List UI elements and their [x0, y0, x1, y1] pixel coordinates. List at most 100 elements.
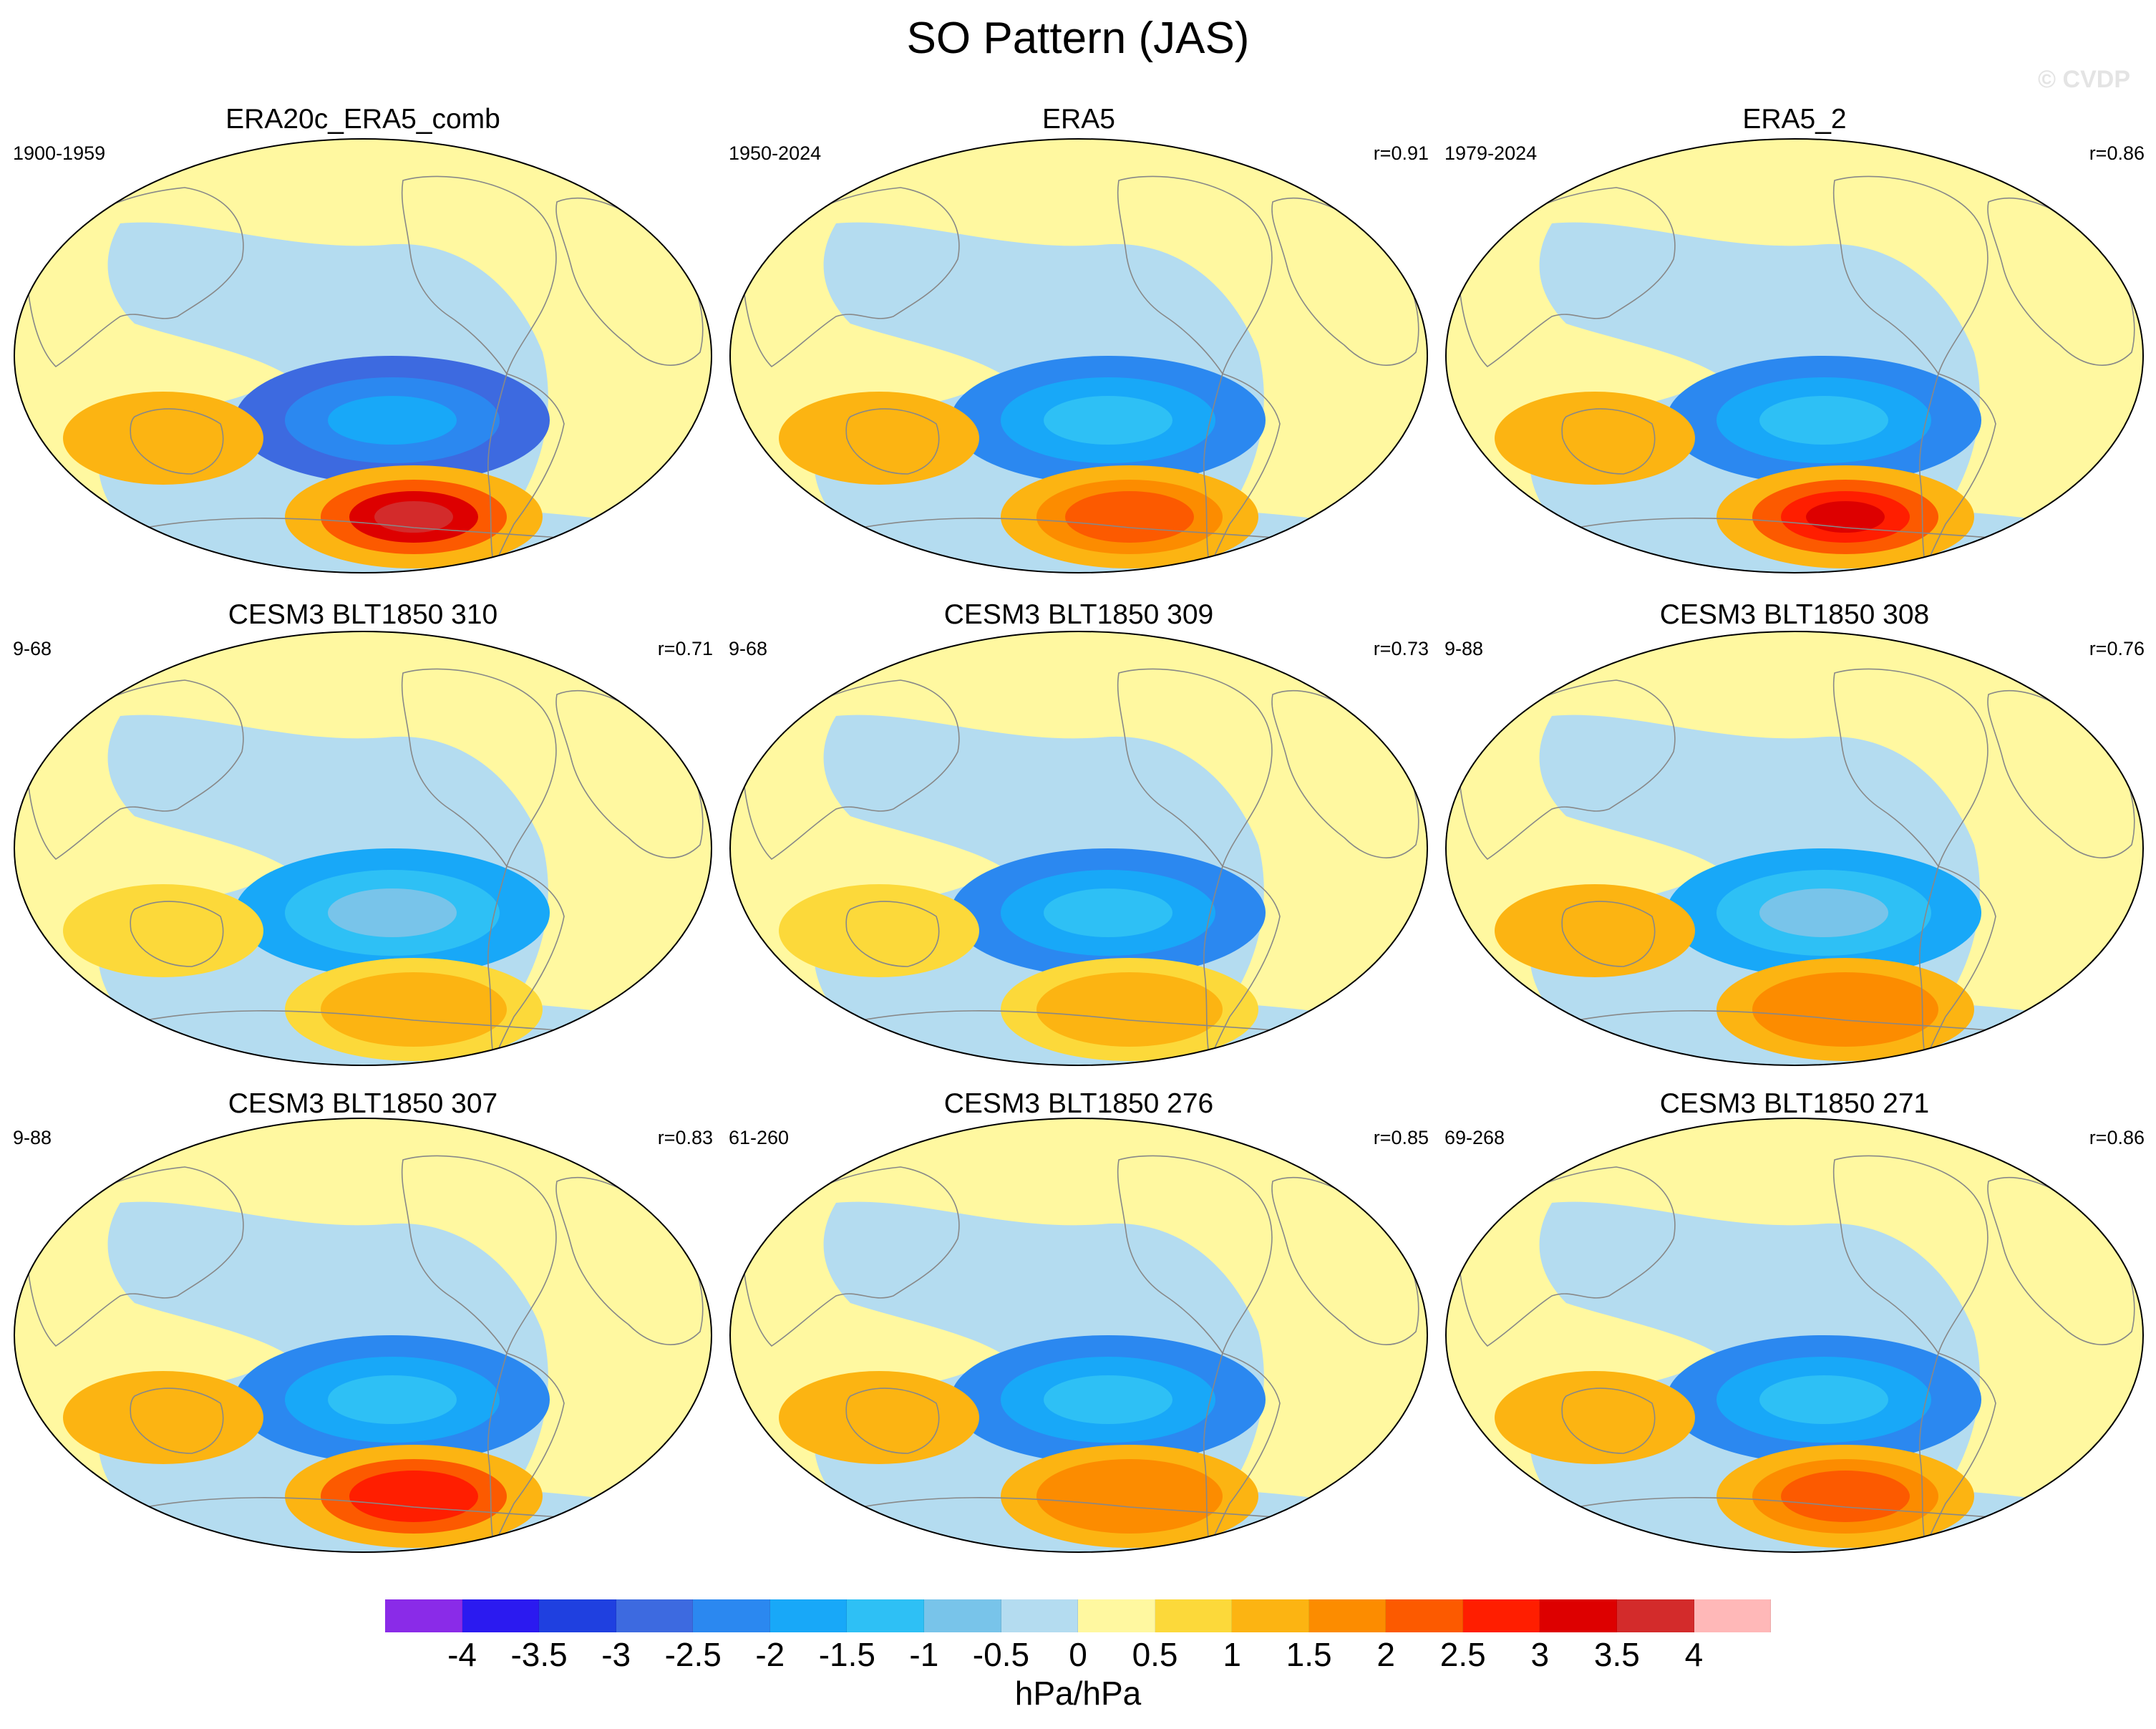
colorbar-tick-label: -0.5	[972, 1636, 1030, 1673]
colorbar-units: hPa/hPa	[1014, 1675, 1142, 1712]
colorbar-tick-label: -3.5	[510, 1636, 568, 1673]
panel-correlation: r=0.85	[1373, 1127, 1429, 1148]
negative-anomaly-contour	[328, 396, 457, 445]
map-border	[14, 138, 712, 573]
coastline	[742, 1166, 960, 1347]
positive-anomaly-contour	[1036, 1459, 1223, 1534]
coastline	[487, 865, 565, 1062]
colorbar-tick-label: -1.5	[818, 1636, 875, 1673]
colorbar-swatch	[616, 1599, 694, 1632]
panel-years: 61-260	[729, 1127, 790, 1148]
colorbar-swatch	[539, 1599, 616, 1632]
positive-anomaly-contour	[779, 392, 979, 485]
colorbar-swatch	[1617, 1599, 1694, 1632]
panel-correlation: r=0.91	[1373, 142, 1429, 164]
panel-correlation: r=0.86	[2089, 142, 2145, 164]
colorbar-swatch	[1308, 1599, 1387, 1632]
colorbar-tick-label: 3	[1530, 1636, 1550, 1673]
coastline	[1832, 175, 1989, 375]
colorbar-tick-label: -2	[755, 1636, 785, 1673]
coastline	[742, 187, 960, 368]
panel-title: ERA20c_ERA5_comb	[225, 104, 500, 135]
coastline	[1203, 1352, 1281, 1549]
negative-anomaly-contour	[1759, 396, 1888, 445]
positive-anomaly-contour	[1781, 1471, 1910, 1522]
panel-title: CESM3 BLT1850 307	[228, 1088, 498, 1119]
coastline	[845, 408, 940, 475]
coastline	[130, 1387, 224, 1454]
coastline	[1458, 187, 1676, 368]
positive-anomaly-contour	[1065, 491, 1194, 543]
panel-correlation: r=0.71	[657, 638, 713, 659]
coastline	[1117, 175, 1273, 375]
panel-years: 1979-2024	[1444, 142, 1538, 164]
colorbar-swatch	[1155, 1599, 1233, 1632]
colorbar-tick-label: 4	[1684, 1636, 1704, 1673]
panel-correlation: r=0.86	[2089, 1127, 2145, 1148]
so-pattern-map	[729, 1118, 1428, 1553]
colorbar-swatch	[1232, 1599, 1309, 1632]
negative-anomaly-contour	[1044, 888, 1172, 937]
panel-years: 9-68	[13, 638, 52, 659]
map-border	[1445, 138, 2144, 573]
map-border	[14, 1118, 712, 1553]
coastline	[1458, 1166, 1676, 1347]
coastline	[1117, 1155, 1273, 1355]
negative-anomaly-contour	[1044, 396, 1172, 445]
panel-correlation: r=0.76	[2089, 638, 2145, 659]
map-border	[729, 1118, 1428, 1553]
map-border	[1445, 1118, 2144, 1553]
coastline	[1918, 372, 1996, 569]
so-pattern-map	[1445, 631, 2144, 1066]
panel-years: 1950-2024	[729, 142, 822, 164]
coastline	[26, 679, 244, 861]
map-border	[1445, 631, 2144, 1066]
so-pattern-map	[14, 138, 712, 573]
panel-correlation: r=0.73	[1373, 638, 1429, 659]
positive-anomaly-contour	[1036, 972, 1223, 1047]
colorbar-tick-label: -2.5	[664, 1636, 722, 1673]
so-pattern-map	[729, 138, 1428, 573]
coastline	[1117, 668, 1273, 868]
panel-title: CESM3 BLT1850 308	[1659, 599, 1930, 630]
colorbar-swatch	[385, 1599, 462, 1632]
panel-title: CESM3 BLT1850 276	[943, 1088, 1214, 1119]
positive-anomaly-contour	[1495, 1371, 1695, 1464]
negative-anomaly-contour	[1044, 1375, 1172, 1424]
positive-anomaly-contour	[779, 884, 979, 977]
coastline	[26, 187, 244, 368]
so-pattern-map	[729, 631, 1428, 1066]
coastline	[1918, 865, 1996, 1062]
coastline	[487, 1352, 565, 1549]
positive-anomaly-contour	[1495, 884, 1695, 977]
colorbar-tick-label: -1	[909, 1636, 939, 1673]
positive-anomaly-contour	[349, 1471, 478, 1522]
colorbar-tick-label: 2	[1376, 1636, 1396, 1673]
cvdp-watermark: © CVDP	[2038, 66, 2130, 93]
colorbar-swatch	[1386, 1599, 1463, 1632]
coastline	[401, 175, 557, 375]
colorbar-swatch	[1462, 1599, 1540, 1632]
colorbar-tick-label: 1.5	[1286, 1636, 1332, 1673]
colorbar-swatch	[1540, 1599, 1617, 1632]
coastline	[1561, 408, 1656, 475]
panel-title: CESM3 BLT1850 271	[1659, 1088, 1930, 1119]
panel-title: ERA5	[1042, 104, 1115, 135]
negative-anomaly-contour	[1759, 1375, 1888, 1424]
panel-years: 9-88	[1444, 638, 1484, 659]
negative-anomaly-contour	[1759, 888, 1888, 937]
panel-correlation: r=0.83	[657, 1127, 713, 1148]
colorbar-swatch	[1694, 1599, 1772, 1632]
positive-anomaly-contour	[779, 1371, 979, 1464]
map-border	[14, 631, 712, 1066]
coastline	[845, 1387, 940, 1454]
positive-anomaly-contour	[63, 392, 263, 485]
positive-anomaly-contour	[1806, 501, 1885, 533]
coastline	[1832, 668, 1989, 868]
positive-anomaly-contour	[374, 501, 453, 533]
figure-title: SO Pattern (JAS)	[906, 14, 1250, 63]
colorbar-swatch	[1078, 1599, 1155, 1632]
coastline	[1203, 372, 1281, 569]
positive-anomaly-contour	[321, 972, 507, 1047]
colorbar-tick-label: -3	[601, 1636, 631, 1673]
